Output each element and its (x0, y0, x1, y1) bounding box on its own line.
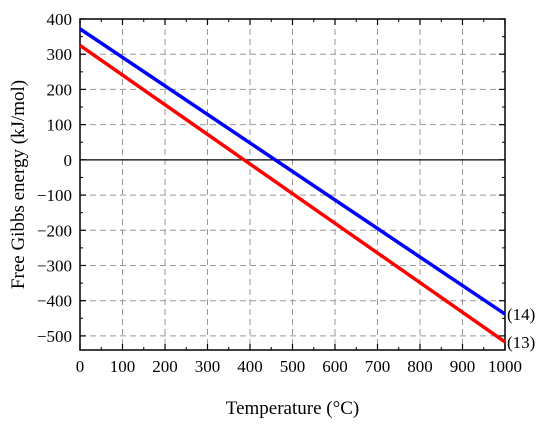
x-tick-label: 100 (110, 357, 136, 376)
ticks-layer (79, 18, 506, 350)
series-layer (78, 27, 507, 344)
label-layer: 0 100 200 300 400 500 600 700 800 900 1000−500−400… (37, 10, 535, 376)
series-label: (14) (507, 305, 535, 324)
y-tick-label: 400 (47, 10, 73, 29)
x-tick-label: 300 (195, 357, 221, 376)
y-axis-title: Free Gibbs energy (kJ/mol) (8, 80, 29, 289)
x-tick-label: 1000 (488, 357, 522, 376)
x-axis-title: Temperature (°C) (226, 398, 359, 419)
y-tick-label: −200 (37, 221, 72, 240)
y-tick-label: 100 (47, 116, 73, 135)
y-tick-label: 200 (47, 80, 73, 99)
x-tick-label: 800 (407, 357, 433, 376)
x-tick-label: 0 (76, 357, 85, 376)
y-tick-label: −500 (37, 327, 72, 346)
x-tick-label: 700 (365, 357, 391, 376)
x-tick-label: 200 (152, 357, 178, 376)
y-tick-label: −400 (37, 292, 72, 311)
y-tick-label: −300 (37, 256, 72, 275)
x-tick-label: 400 (237, 357, 263, 376)
x-tick-label: 900 (450, 357, 476, 376)
y-tick-label: −100 (37, 186, 72, 205)
x-tick-label: 600 (322, 357, 348, 376)
series-label: (13) (507, 333, 535, 352)
y-tick-label: 0 (64, 151, 73, 170)
series-line (78, 43, 507, 344)
series-line (79, 27, 506, 316)
grid-layer (80, 19, 505, 350)
x-tick-label: 500 (280, 357, 306, 376)
y-tick-label: 300 (47, 45, 73, 64)
